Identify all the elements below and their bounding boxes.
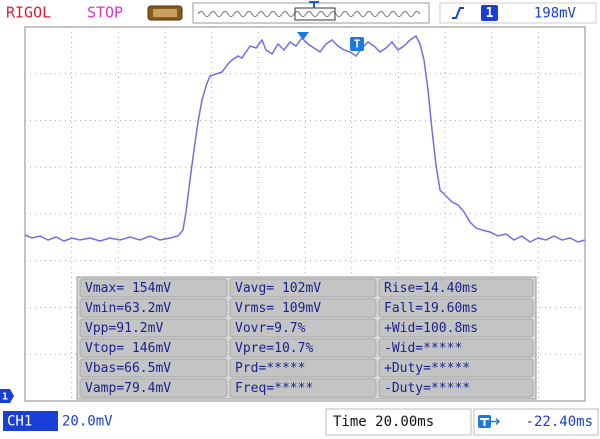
measurement-cell (79, 378, 228, 398)
measurement-text: Rise=14.40ms (384, 281, 478, 296)
trigger-channel-box (481, 5, 498, 21)
channel-label: CH1 (7, 414, 32, 430)
measurement-text: Vtop= 146mV (85, 341, 171, 356)
offset-icon-t (480, 418, 489, 426)
measurements: Vmax= 154mV Vavg= 102mV Rise=14.40ms Vmin=6… (79, 278, 534, 398)
measurement-cell (229, 298, 377, 318)
measurement-cell (79, 318, 228, 338)
measurement-cell (378, 298, 534, 318)
trigger-time-marker: T (354, 38, 361, 51)
memory-trigger (309, 1, 319, 8)
measurement-text: +Duty=***** (384, 361, 470, 376)
measurement-cell (229, 378, 377, 398)
measurement-cell (378, 378, 534, 398)
measurement-cell (378, 278, 534, 298)
trigger-position-marker (297, 32, 309, 40)
brand: RIGOL (6, 4, 51, 22)
measurement-text: Freq=***** (235, 381, 313, 396)
measurement-text: Vmin=63.2mV (85, 301, 171, 316)
measurement-text: Vbas=66.5mV (85, 361, 171, 376)
measurement-text: Vmax= 154mV (85, 281, 171, 296)
waveform (24, 34, 586, 243)
measurement-cell (79, 358, 228, 378)
measurement-cell (79, 278, 228, 298)
channel-box (3, 411, 58, 431)
run-status: STOP (87, 4, 123, 22)
measurement-text: Vrms= 109mV (235, 301, 321, 316)
measurement-cell (229, 278, 377, 298)
measurement-text: -Wid=***** (384, 341, 462, 356)
horizontal-offset: -22.40ms (526, 414, 593, 430)
memory-icon-inner (153, 9, 177, 17)
timebase-box (325, 408, 472, 436)
trigger-channel: 1 (486, 6, 494, 21)
vertical-scale: 20.0mV (62, 414, 113, 430)
trigger-box (439, 2, 597, 24)
measurement-text: +Wid=100.8ms (384, 321, 478, 336)
status-box (72, 2, 138, 24)
measurement-text: Vpre=10.7% (235, 341, 313, 356)
measurement-cell (378, 338, 534, 358)
measurement-text: Prd=***** (235, 361, 305, 376)
measurement-text: Vavg= 102mV (235, 281, 321, 296)
offset-arrow (491, 417, 501, 426)
channel-marker: 1 (2, 392, 8, 403)
timebase: Time 20.00ms (333, 414, 434, 430)
measurement-cell (229, 318, 377, 338)
measurement-text: Vamp=79.4mV (85, 381, 171, 396)
measurement-text: Vovr=9.7% (235, 321, 306, 336)
measurement-text: -Duty=***** (384, 381, 470, 396)
channel-marker-box (0, 389, 14, 403)
measurement-cell (378, 358, 534, 378)
memory-wave (197, 11, 421, 17)
edge-icon (452, 7, 464, 19)
measurement-cell (229, 358, 377, 378)
measurement-cell (229, 338, 377, 358)
measurement-cell (79, 298, 228, 318)
measurement-cell (79, 338, 228, 358)
measurement-cell (378, 318, 534, 338)
measurement-text: Fall=19.60ms (384, 301, 478, 316)
trigger-time-box (350, 37, 364, 51)
measurement-text: Vpp=91.2mV (85, 321, 163, 336)
trigger-level: 198mV (534, 6, 577, 22)
